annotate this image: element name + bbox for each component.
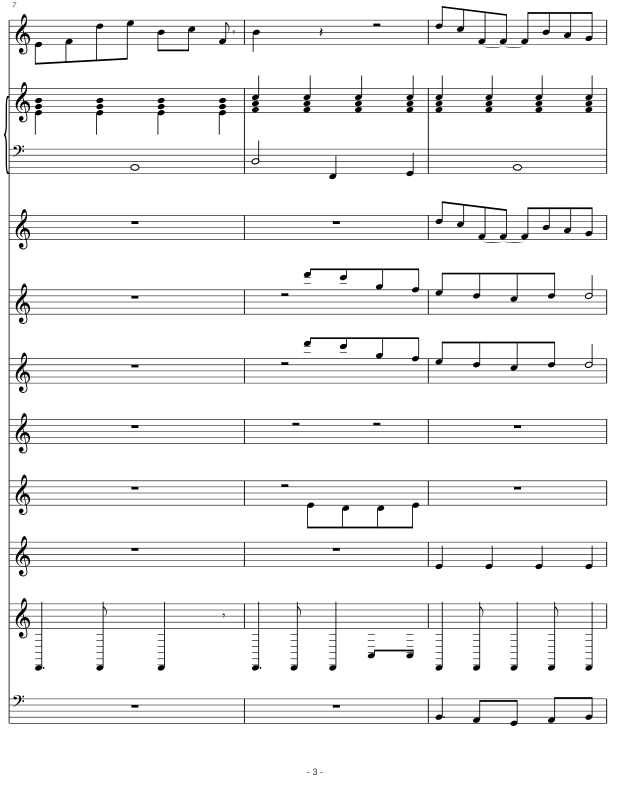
- svg-text:𝄞: 𝄞: [12, 83, 32, 123]
- svg-text:𝄢: 𝄢: [12, 143, 25, 166]
- svg-text:𝄞: 𝄞: [12, 210, 32, 250]
- svg-text:- 3 -: - 3 -: [307, 767, 323, 777]
- svg-text:𝄞: 𝄞: [12, 414, 32, 454]
- svg-text:𝄞: 𝄞: [12, 475, 32, 515]
- svg-text:𝄾: 𝄾: [222, 609, 225, 623]
- svg-text:𝄞: 𝄞: [12, 537, 32, 577]
- svg-text:𝄞: 𝄞: [12, 15, 32, 55]
- svg-text:{: {: [3, 78, 11, 183]
- svg-text:𝄞: 𝄞: [12, 353, 32, 393]
- svg-text:𝄽: 𝄽: [319, 25, 323, 41]
- svg-text:𝄢: 𝄢: [12, 692, 25, 715]
- svg-text:𝄞: 𝄞: [12, 284, 32, 324]
- svg-text:𝄞: 𝄞: [12, 598, 32, 638]
- svg-text:𝄾: 𝄾: [232, 26, 235, 39]
